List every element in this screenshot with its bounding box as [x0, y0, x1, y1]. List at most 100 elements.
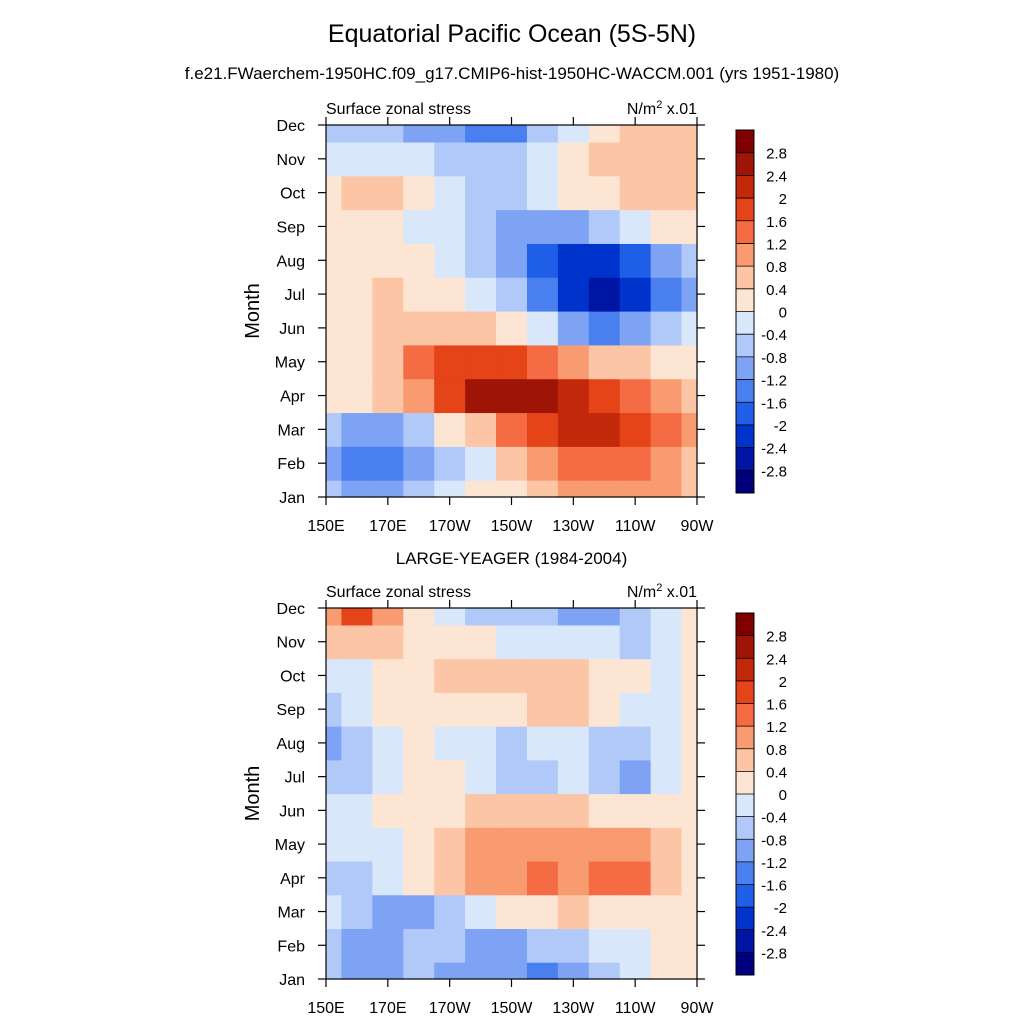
colorbar-swatch [736, 726, 754, 750]
heatmap-cell [496, 378, 528, 414]
heatmap-cell [650, 692, 683, 727]
heatmap-cell [619, 175, 652, 211]
heatmap-cell [526, 860, 559, 896]
colorbar-label: -2 [774, 900, 787, 917]
heatmap-cell [588, 928, 621, 963]
heatmap-cell [526, 446, 559, 481]
colorbar-label: 2.4 [766, 168, 787, 185]
colorbar-label: 2.4 [766, 651, 787, 668]
heatmap-cell [588, 894, 621, 930]
colorbar-label: 2 [779, 191, 787, 208]
heatmap-cell [557, 928, 590, 963]
colorbar-swatch [736, 379, 754, 403]
heatmap-cell [465, 726, 497, 761]
heatmap-cell [434, 243, 466, 278]
x-tick-label: 130W [552, 518, 595, 535]
heatmap-cell [326, 277, 343, 312]
colorbar-label: 0.8 [766, 259, 787, 276]
heatmap-cell [557, 962, 590, 980]
heatmap-cell [465, 608, 497, 626]
heatmap-cell [557, 692, 590, 727]
heatmap-cell [650, 277, 683, 312]
heatmap-cell [403, 962, 435, 980]
heatmap-cell [434, 692, 466, 727]
x-tick-label: 170E [369, 518, 406, 535]
heatmap-cell [372, 608, 404, 626]
heatmap-cell [588, 726, 621, 761]
heatmap-cell [403, 692, 435, 727]
colorbar-swatch [736, 356, 754, 380]
heatmap-cell [341, 277, 373, 312]
heatmap-cell [588, 827, 621, 862]
heatmap-cell [681, 209, 698, 244]
colorbar-swatch [736, 613, 754, 637]
figure-subtitle: f.e21.FWaerchem-1950HC.f09_g17.CMIP6-his… [184, 64, 840, 83]
heatmap-cell [650, 311, 683, 346]
heatmap-cell [557, 480, 590, 498]
x-tick-label: 130W [552, 1000, 595, 1017]
heatmap-cell [372, 209, 404, 244]
heatmap-cell [341, 928, 373, 963]
y-axis-label: Month [242, 283, 264, 339]
heatmap-cell [496, 692, 528, 727]
heatmap-cell [681, 894, 698, 930]
heatmap-cell [326, 378, 343, 414]
heatmap-cell [403, 624, 435, 660]
heatmap-cell [681, 726, 698, 761]
heatmap-cell [341, 793, 373, 828]
heatmap-cell [326, 125, 343, 143]
heatmap-cell [650, 608, 683, 626]
heatmap-cell [681, 658, 698, 693]
heatmap-cell [434, 759, 466, 795]
heatmap-cell [465, 378, 497, 414]
heatmap-cell [588, 793, 621, 828]
heatmap-cell [434, 624, 466, 660]
y-tick-label: May [275, 355, 305, 372]
heatmap-cell [526, 928, 559, 963]
heatmap-cell [619, 344, 652, 380]
colorbar-swatch [736, 243, 754, 267]
heatmap-cell [650, 726, 683, 761]
heatmap-cell [588, 141, 621, 177]
colorbar-label: -1.6 [761, 395, 787, 412]
colorbar-swatch [736, 861, 754, 885]
heatmap-cell [588, 243, 621, 278]
heatmap-cell [650, 344, 683, 380]
heatmap-cell [372, 480, 404, 498]
heatmap-cell [588, 658, 621, 693]
heatmap-cell [526, 243, 559, 278]
heatmap-cell [619, 962, 652, 980]
heatmap-cell [496, 860, 528, 896]
colorbar: 2.8 2.4 2 1.6 1.2 0.8 0.4 0 -0.4 -0.8 -1.2 -1.6 -2 -2… [735, 129, 787, 494]
heatmap-cell [434, 277, 466, 312]
heatmap-cell [372, 412, 404, 447]
heatmap-cell [557, 125, 590, 143]
heatmap-cell [372, 243, 404, 278]
heatmap-cell [434, 141, 466, 177]
heatmap-cell [496, 141, 528, 177]
heatmap-cell [619, 311, 652, 346]
colorbar-label: 0 [779, 787, 787, 804]
colorbar-swatch [736, 402, 754, 426]
heatmap-cell [588, 624, 621, 660]
heatmap-cell [557, 726, 590, 761]
heatmap-cell [526, 793, 559, 828]
heatmap-cell [681, 860, 698, 896]
variable-label: Surface zonal stress [326, 101, 471, 118]
y-tick-label: Sep [277, 219, 306, 236]
heatmap-cell [465, 141, 497, 177]
heatmap-cell [326, 608, 343, 626]
colorbar-label: 0.4 [766, 764, 787, 781]
colorbar-label: 1.6 [766, 214, 787, 231]
heatmap-cell [341, 726, 373, 761]
heatmap-cell [681, 243, 698, 278]
heatmap-cell [619, 243, 652, 278]
heatmap-cell [557, 243, 590, 278]
y-tick-label: Jun [279, 321, 305, 338]
heatmap-cell [619, 827, 652, 862]
units-label: N/m2 x.01 [627, 99, 697, 118]
heatmap-cell [588, 125, 621, 143]
colorbar-swatch [736, 771, 754, 795]
heatmap-cell [465, 793, 497, 828]
heatmap-cell [341, 243, 373, 278]
